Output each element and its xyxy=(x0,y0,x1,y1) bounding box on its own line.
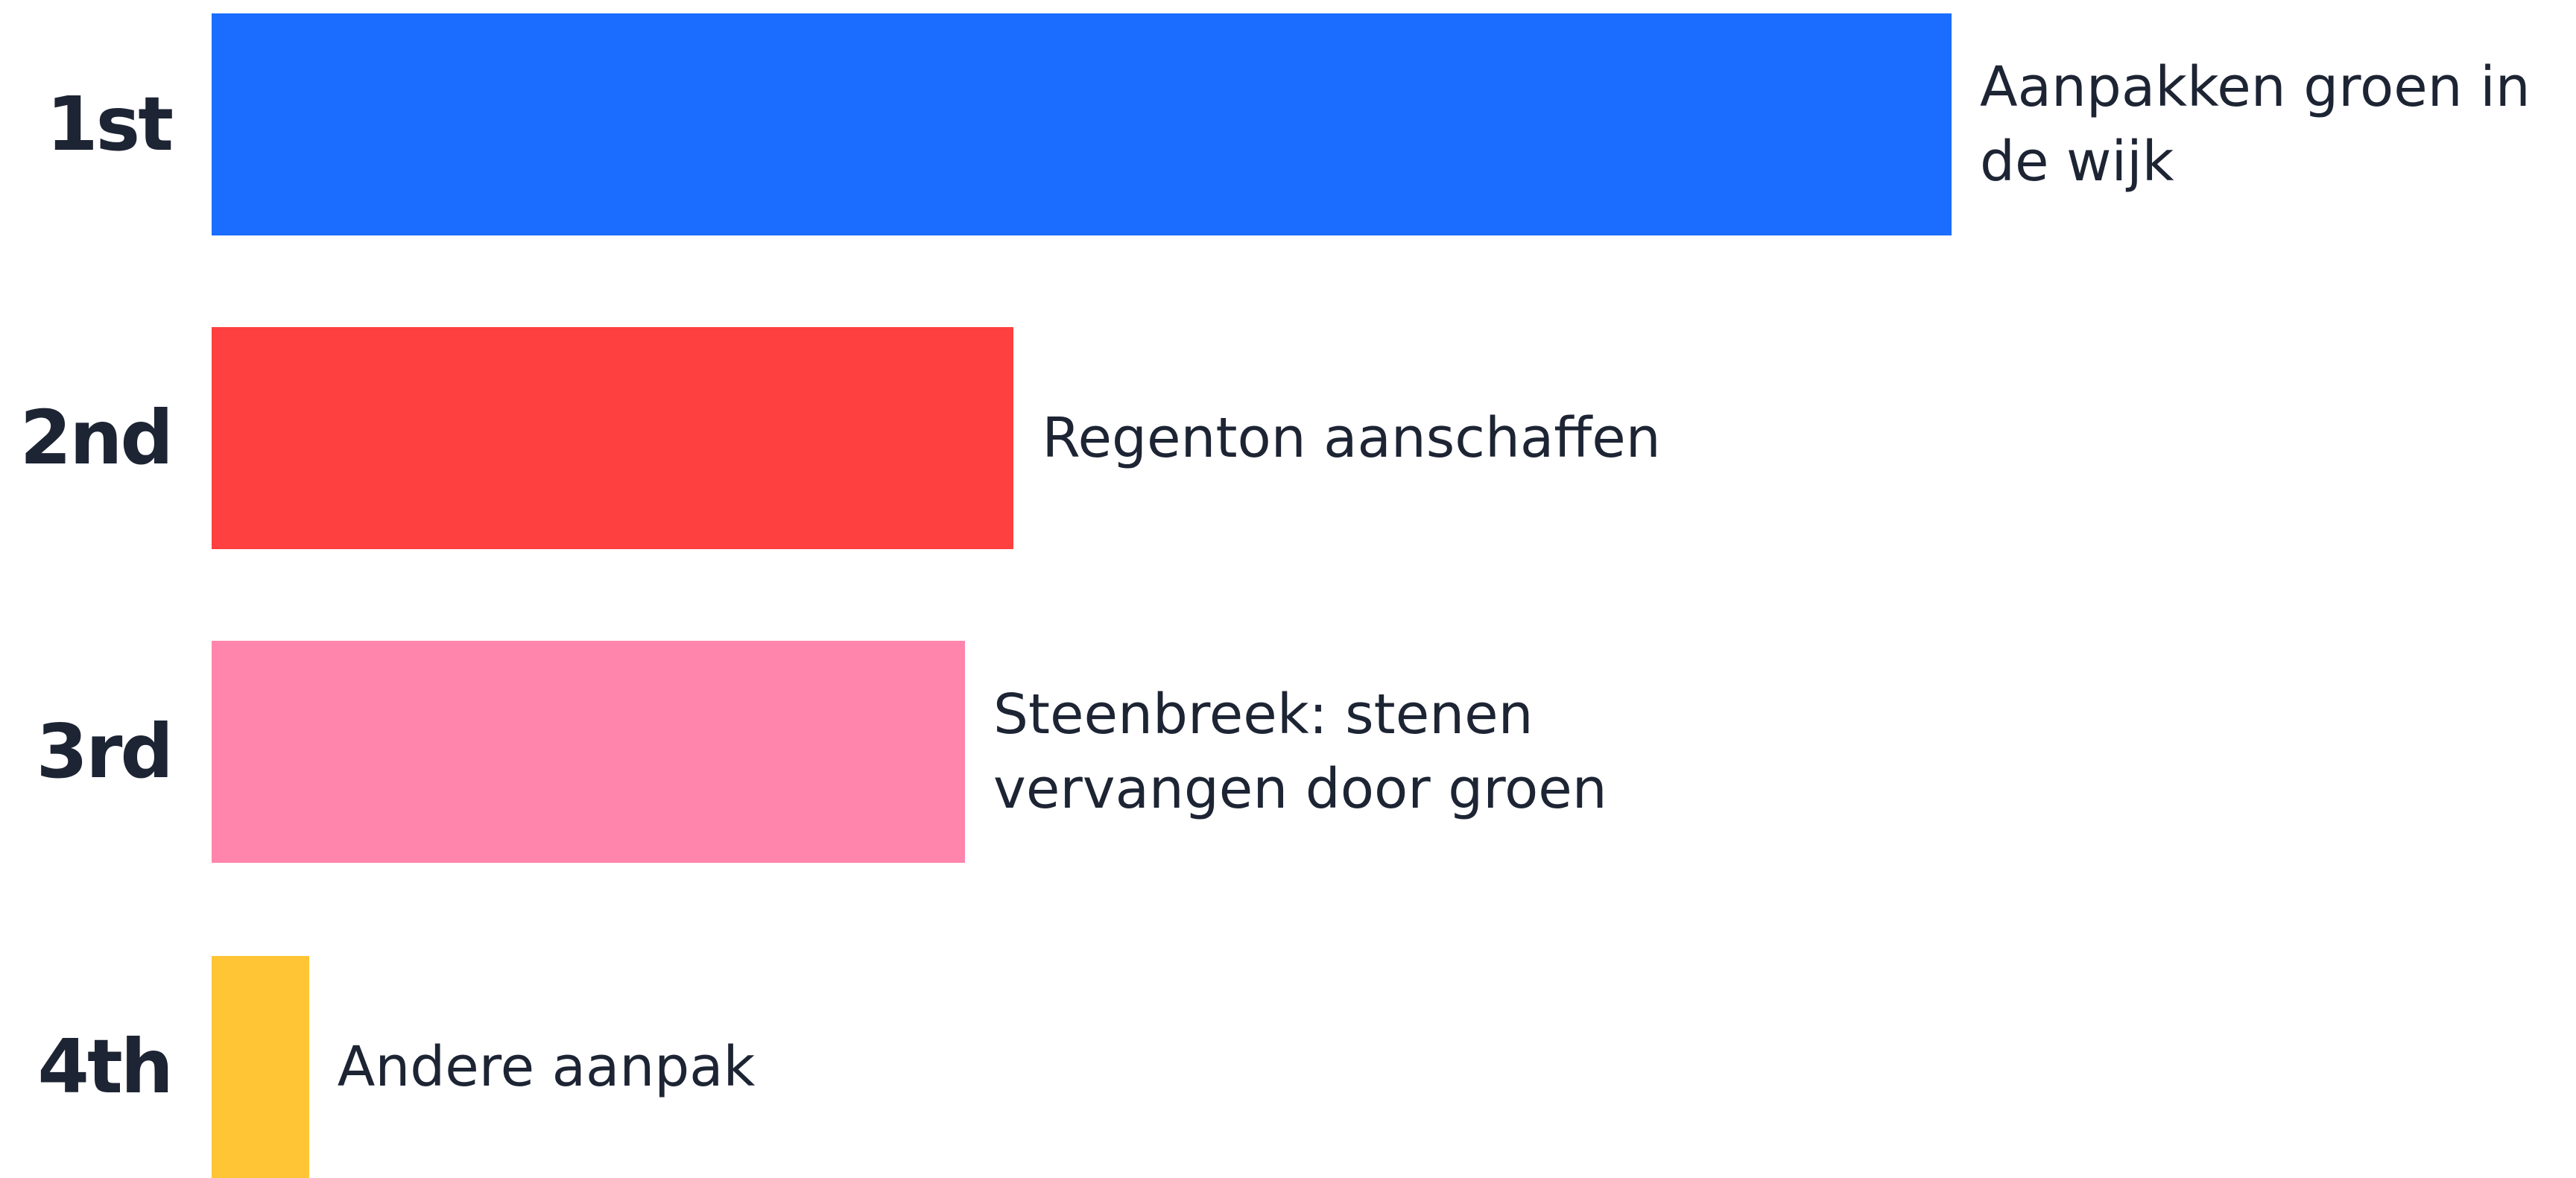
bar-label: Regenton aanschaffen xyxy=(1042,327,1660,549)
rank-label: 4th xyxy=(37,1023,174,1110)
bar-label-text: Regenton aanschaffen xyxy=(1042,406,1661,470)
rank-label: 3rd xyxy=(36,708,174,795)
bar-label: Aanpakken groen in de wijk xyxy=(1980,13,2561,235)
bar-label: Andere aanpak xyxy=(338,956,756,1178)
bar-label-text: Aanpakken groen in de wijk xyxy=(1980,55,2531,194)
bar-label-text: Andere aanpak xyxy=(337,1035,756,1099)
bar xyxy=(212,956,309,1178)
bar-label: Steenbreek: stenen vervangen door groen xyxy=(993,641,1649,863)
bar xyxy=(212,327,1014,549)
bar-label-text: Steenbreek: stenen vervangen door groen xyxy=(993,683,1607,821)
rank-label: 2nd xyxy=(19,394,174,481)
rank-label: 1st xyxy=(46,80,174,168)
bar xyxy=(212,13,1952,235)
bar xyxy=(212,641,966,863)
